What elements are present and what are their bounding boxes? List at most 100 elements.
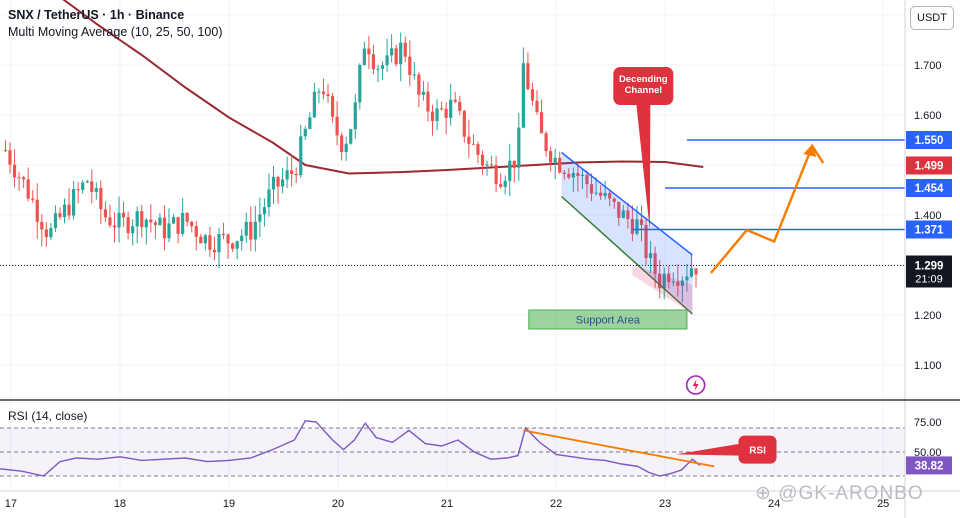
candle-body — [403, 42, 407, 57]
candle-body — [526, 63, 530, 90]
candle-body — [362, 48, 366, 65]
price-tick-label: 1.600 — [914, 110, 942, 122]
candle-body — [494, 164, 498, 185]
candle-body — [344, 143, 348, 153]
candle-body — [280, 179, 285, 187]
candle-body — [67, 204, 71, 216]
rsi-line — [0, 420, 701, 477]
candle-body — [253, 221, 257, 240]
projection-arrowhead — [803, 144, 817, 157]
candle-body — [40, 221, 44, 230]
rsi-callout-pointer — [676, 443, 741, 456]
price-tag[interactable] — [906, 179, 952, 197]
candle-body — [235, 241, 239, 249]
price-tag[interactable] — [906, 220, 952, 239]
candle-body — [467, 136, 471, 144]
candle-body — [571, 173, 575, 178]
candle-body — [71, 189, 76, 216]
candle-body — [140, 211, 144, 228]
candle-body — [26, 179, 30, 199]
candle-body — [544, 133, 548, 152]
channel-pink-fill — [632, 265, 693, 314]
candle-body — [340, 135, 344, 153]
candle-body — [667, 273, 671, 282]
candle-body — [530, 89, 535, 101]
channel-lower-line — [561, 195, 693, 315]
candle-body — [231, 243, 235, 249]
candle-body — [553, 157, 557, 163]
candle-body — [439, 108, 444, 110]
candle-body — [226, 234, 230, 244]
rsi-title: RSI (14, close) — [8, 409, 87, 423]
price-tag[interactable] — [906, 156, 952, 175]
candle-body — [190, 221, 194, 227]
candle-body — [208, 235, 212, 250]
rsi-callout-label: RSI — [749, 446, 766, 457]
candle-body — [117, 212, 121, 228]
candle-body — [358, 64, 362, 103]
rsi-current-tag[interactable] — [906, 456, 952, 475]
time-tick-label: 24 — [768, 498, 780, 510]
support-area-box[interactable] — [528, 309, 688, 330]
candle-body — [303, 128, 307, 137]
candle-body — [299, 136, 303, 176]
currency-button[interactable]: USDT — [910, 6, 954, 30]
symbol-title: SNX / TetherUS · 1h · Binance — [8, 8, 185, 22]
candle-body — [249, 221, 253, 240]
candle-body — [626, 210, 630, 219]
channel-callout-box[interactable] — [613, 67, 674, 105]
candle-body — [630, 218, 635, 234]
candle-body — [617, 201, 621, 218]
candles-layer — [3, 32, 698, 303]
channel-fill — [561, 152, 693, 314]
candle-body — [90, 181, 94, 192]
candle-body — [603, 192, 607, 196]
candle-body — [558, 157, 562, 173]
candle-body — [217, 234, 221, 253]
candle-body — [176, 217, 180, 234]
channel-upper-line — [561, 151, 693, 256]
candle-body — [485, 164, 489, 166]
rsi-callout-box[interactable] — [738, 435, 777, 464]
candle-body — [549, 151, 553, 163]
candle-body — [31, 198, 35, 200]
candle-body — [371, 54, 376, 70]
candle-body — [108, 217, 112, 226]
candle-body — [580, 174, 585, 176]
candle-body — [262, 207, 267, 215]
candle-body — [562, 172, 566, 174]
candle-body — [58, 213, 62, 218]
candle-body — [194, 226, 198, 237]
candle-body — [62, 204, 67, 218]
candle-body — [321, 91, 326, 95]
candle-body — [635, 219, 639, 234]
candle-body — [430, 111, 435, 122]
current-price-tag[interactable] — [906, 255, 952, 288]
candle-body — [499, 184, 503, 187]
lightning-icon[interactable] — [685, 375, 706, 395]
candle-body — [353, 102, 357, 130]
candle-body — [144, 219, 148, 228]
candle-body — [535, 100, 539, 113]
projection-path — [709, 143, 825, 274]
watermark: ⊕ @GK-ARONBO — [755, 483, 924, 504]
candle-body — [103, 209, 108, 218]
candle-body — [181, 212, 185, 234]
candle-body — [680, 280, 684, 286]
candle-body — [131, 226, 135, 234]
lightning-bolt-shape — [692, 379, 699, 391]
price-tick-label: 1.700 — [914, 60, 942, 72]
price-tag-label: 1.499 — [915, 161, 944, 173]
candle-body — [167, 223, 171, 239]
candle-body — [399, 42, 403, 65]
candle-body — [330, 96, 335, 117]
candle-body — [503, 180, 507, 187]
candle-body — [639, 219, 644, 226]
price-tag[interactable] — [906, 131, 952, 149]
time-tick-label: 20 — [332, 498, 344, 510]
candle-body — [458, 101, 462, 111]
